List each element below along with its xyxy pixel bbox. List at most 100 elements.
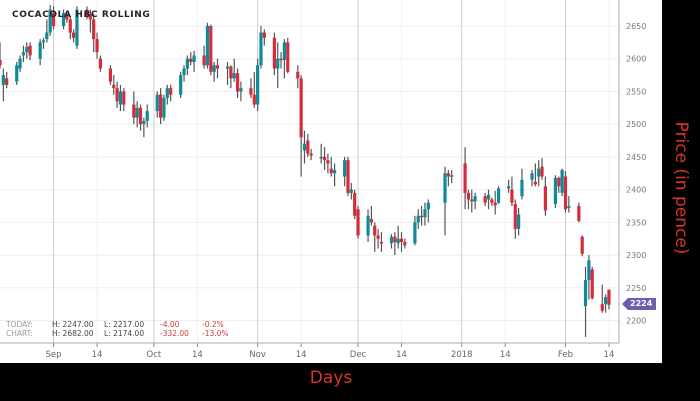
candle-body: [376, 235, 380, 239]
candle-body: [179, 75, 183, 95]
candle-body: [419, 215, 424, 218]
candle-body: [159, 94, 163, 118]
candle-body: [446, 173, 450, 177]
candle-body: [393, 236, 397, 242]
candle-body: [232, 73, 236, 79]
candle-body: [517, 214, 521, 229]
candle-body: [72, 32, 76, 38]
candle-body: [567, 205, 571, 208]
x-tick-label: Oct: [147, 350, 162, 360]
candle-body: [389, 236, 394, 244]
summary-today: TODAY: H: 2247.00 L: 2217.00 -4.00 -0.2%: [6, 320, 242, 329]
chart-panel: 2200 2250 2300 2350 2400 2450 2500 2550 2600 2650…: [0, 0, 662, 363]
candle-body: [229, 66, 233, 79]
candle-body: [403, 241, 407, 246]
candle-body: [557, 177, 561, 187]
candle-body: [379, 241, 384, 244]
y-axis-title: Price (in pence): [671, 121, 691, 255]
candle-body: [543, 186, 547, 211]
candle-body: [296, 71, 300, 79]
summary-chart: CHART: H: 2682.00 L: 2174.00 -332.00 -13…: [6, 329, 242, 338]
candlestick-chart[interactable]: 2200 2250 2300 2350 2400 2450 2500 2550 2600 2650…: [0, 0, 662, 363]
candle-body: [463, 163, 467, 193]
candle-body: [583, 279, 588, 307]
candle-body: [142, 120, 146, 125]
candle-body: [249, 88, 253, 95]
last-price-tag: 2224: [622, 298, 657, 310]
x-tick-label: 14: [192, 350, 203, 360]
candle-body: [299, 78, 303, 138]
candle-body: [15, 65, 19, 82]
candle-body: [282, 42, 287, 61]
y-tick-label: 2450: [626, 153, 646, 162]
candle-body: [416, 215, 420, 223]
candle-body: [600, 304, 604, 311]
candle-body: [366, 215, 370, 236]
candle-body: [587, 260, 591, 280]
candle-body: [329, 168, 333, 174]
x-axis-title: Days: [309, 368, 353, 388]
candle-body: [68, 19, 72, 33]
candle-body: [510, 189, 514, 203]
candle-body: [349, 189, 353, 193]
candle-body: [205, 26, 210, 66]
candle-body: [413, 222, 417, 244]
candle-body: [369, 219, 373, 223]
candle-body: [182, 68, 186, 76]
candle-body: [506, 186, 511, 189]
candle-body: [276, 58, 280, 69]
candle-body: [577, 205, 581, 222]
chart-change: -332.00: [160, 329, 189, 338]
chart-low: L: 2174.00: [104, 329, 145, 338]
candle-body: [202, 55, 206, 66]
candle-body: [396, 238, 400, 244]
today-change: -4.00: [160, 320, 180, 329]
candle-body: [252, 94, 256, 105]
y-tick-label: 2650: [626, 22, 646, 31]
candle-body: [48, 9, 52, 33]
today-label: TODAY:: [6, 320, 33, 329]
candle-body: [215, 65, 220, 69]
candle-body: [51, 12, 56, 26]
candle-body: [496, 188, 501, 203]
candle-body: [189, 58, 193, 62]
today-percent: -0.2%: [202, 320, 224, 329]
candle-body: [322, 156, 327, 161]
y-tick-label: 2550: [626, 87, 646, 96]
candle-body: [332, 169, 337, 174]
candle-body: [115, 88, 119, 102]
candle-body: [108, 68, 113, 82]
candle-body: [122, 91, 126, 105]
candle-body: [306, 140, 310, 154]
summary-box: TODAY: H: 2247.00 L: 2217.00 -4.00 -0.2%…: [6, 320, 242, 338]
candle-body: [466, 192, 471, 200]
candle-body: [590, 269, 594, 299]
candle-body: [537, 168, 541, 177]
x-tick-label: 14: [92, 350, 103, 360]
candle-body: [98, 58, 102, 69]
candle-body: [356, 209, 360, 236]
candle-body: [319, 156, 323, 159]
candle-body: [25, 46, 29, 53]
candle-body: [520, 179, 524, 197]
candle-body: [185, 58, 189, 69]
candle-body: [373, 225, 377, 236]
candle-body: [607, 289, 611, 305]
candle-body: [346, 160, 350, 193]
candle-body: [5, 78, 9, 85]
candle-body: [192, 55, 196, 62]
chart-title: COCACOLA HBC ROLLING: [12, 10, 151, 20]
x-tick-label: Nov: [249, 350, 266, 360]
candle-body: [135, 107, 139, 118]
candle-body: [225, 66, 230, 69]
candle-body: [1, 75, 5, 85]
chart-label: CHART:: [6, 329, 33, 338]
chart-percent: -13.0%: [202, 329, 229, 338]
candle-body: [399, 238, 404, 242]
candle-body: [75, 9, 79, 46]
candle-body: [169, 88, 173, 95]
candle-body: [563, 176, 568, 210]
candle-body: [112, 84, 116, 89]
candle-body: [18, 58, 22, 69]
candle-body: [259, 32, 263, 66]
